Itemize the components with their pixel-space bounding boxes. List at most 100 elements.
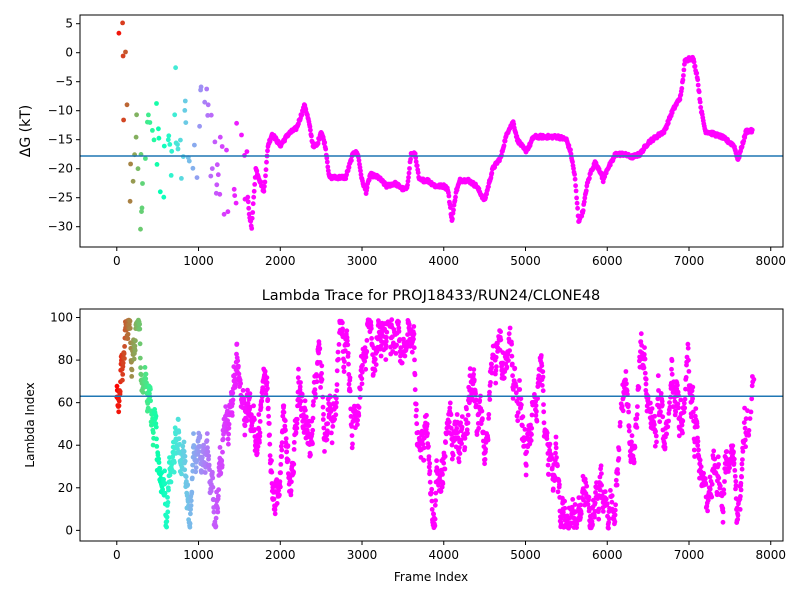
lambda-point [383, 357, 389, 362]
lambda-point [168, 479, 174, 485]
lambda-point [150, 442, 156, 448]
delta-g-point [692, 63, 698, 69]
lambda-point [717, 483, 723, 489]
lambda-point [680, 418, 686, 424]
lambda-point [183, 474, 189, 480]
lambda-point [264, 380, 270, 385]
lambda-point [317, 346, 323, 351]
lambda-point [724, 449, 730, 454]
lambda-point [421, 457, 427, 463]
lambda-point [140, 389, 146, 395]
lambda-point [458, 437, 464, 443]
x-tick-label: 7000 [674, 548, 705, 562]
lambda-point [739, 466, 745, 472]
lambda-point [420, 441, 426, 447]
delta-g-point [450, 216, 455, 222]
lambda-point [211, 509, 217, 515]
lambda-point [570, 497, 576, 502]
lambda-point [731, 456, 737, 462]
lambda-point [129, 374, 135, 379]
lambda-point [162, 468, 168, 474]
lambda-point [242, 423, 248, 429]
delta-g-point [205, 113, 211, 118]
delta-g-point [453, 194, 458, 200]
lambda-point [411, 324, 417, 329]
lambda-point [660, 402, 665, 408]
lambda-point [255, 444, 261, 449]
lambda-point [457, 445, 462, 450]
lambda-point [616, 447, 622, 453]
lambda-point [711, 448, 717, 454]
lambda-point [556, 478, 562, 484]
lambda-point [350, 441, 355, 447]
x-tick-label: 5000 [510, 254, 541, 268]
lambda-point [213, 515, 219, 521]
lambda-point [455, 430, 461, 435]
lambda-point [220, 436, 226, 442]
lambda-point [355, 417, 360, 423]
lambda-point [154, 436, 159, 442]
lambda-point [547, 441, 553, 447]
lambda-point [267, 441, 273, 447]
delta-g-point [573, 188, 579, 194]
lambda-point [285, 443, 291, 449]
lambda-point [281, 403, 287, 409]
delta-g-point [308, 127, 313, 133]
lambda-point [342, 359, 347, 364]
lambda-point [396, 325, 402, 331]
lambda-point [155, 452, 161, 458]
lambda-point [230, 397, 236, 403]
lambda-point [175, 417, 181, 422]
lambda-point [372, 368, 378, 373]
x-tick-label: 1000 [183, 254, 214, 268]
lambda-point [446, 419, 452, 425]
delta-g-point [407, 166, 412, 171]
lambda-point [215, 493, 221, 499]
bottom-y-axis-label: Lambda Index [23, 382, 37, 467]
lambda-point [544, 430, 550, 436]
delta-g-point [182, 98, 188, 104]
delta-g-point [265, 148, 270, 154]
lambda-point [606, 520, 612, 525]
delta-g-point [168, 173, 174, 178]
lambda-point [443, 440, 448, 445]
lambda-point [652, 443, 658, 449]
lambda-point [297, 384, 303, 390]
lambda-point [741, 420, 747, 425]
lambda-point [686, 357, 691, 363]
lambda-point [612, 512, 618, 518]
lambda-point [120, 377, 125, 383]
lambda-point [279, 440, 285, 446]
delta-g-point [681, 67, 687, 73]
lambda-point [370, 371, 376, 377]
lambda-point [682, 396, 688, 402]
lambda-point [359, 369, 365, 375]
lambda-point [127, 325, 133, 331]
lambda-point [742, 437, 748, 443]
lambda-point [673, 409, 679, 415]
delta-g-point [583, 188, 589, 194]
lambda-point [172, 425, 178, 431]
delta-g-point [232, 193, 238, 199]
lambda-point [510, 387, 516, 392]
lambda-point [487, 389, 492, 395]
lambda-point [117, 389, 123, 394]
lambda-point [156, 460, 162, 465]
lambda-point [310, 415, 316, 421]
lambda-point [540, 388, 546, 394]
delta-g-point [346, 165, 352, 170]
delta-g-point [691, 59, 697, 65]
lambda-point [471, 377, 477, 383]
lambda-point [295, 375, 301, 381]
lambda-point [223, 404, 229, 409]
lambda-point [153, 424, 159, 430]
delta-g-point [446, 193, 452, 199]
delta-g-point [571, 166, 576, 171]
lambda-point [182, 458, 188, 464]
lambda-point [722, 479, 727, 484]
delta-g-point [261, 188, 267, 194]
lambda-point [625, 391, 630, 397]
lambda-point [384, 335, 389, 340]
lambda-point [519, 402, 524, 408]
lambda-point [528, 438, 534, 443]
